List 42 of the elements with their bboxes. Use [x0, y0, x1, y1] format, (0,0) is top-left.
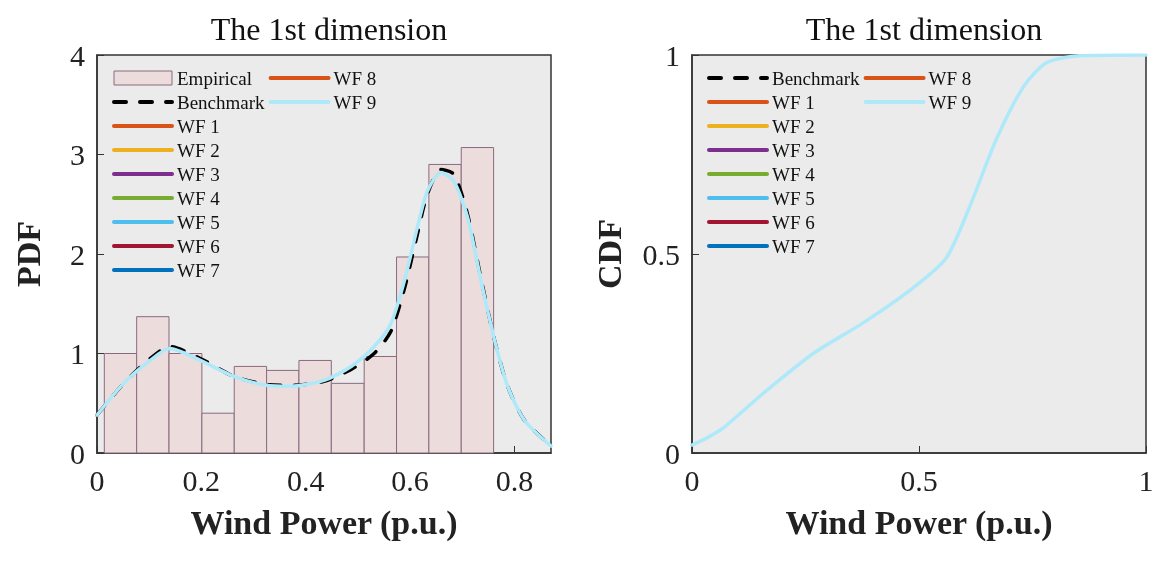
- legend-label: WF 7: [177, 259, 220, 281]
- x-tick-label: 1: [1138, 463, 1154, 497]
- x-axis-title: Wind Power (p.u.): [785, 503, 1053, 542]
- x-tick-label: 0.5: [900, 463, 938, 497]
- y-tick-label: 0.5: [642, 237, 680, 271]
- y-axis-title: PDF: [9, 220, 47, 288]
- legend-label: Empirical: [177, 67, 252, 89]
- legend-label: WF 4: [177, 187, 221, 209]
- x-tick-label: 0.4: [286, 463, 325, 497]
- x-tick-label: 0.8: [495, 463, 534, 497]
- legend-label: WF 6: [177, 235, 220, 257]
- legend-label: WF 8: [928, 67, 972, 89]
- legend-label: WF 4: [772, 163, 816, 185]
- y-axis-title: CDF: [590, 219, 628, 289]
- legend-label: WF 6: [772, 211, 815, 233]
- x-tick-label: 0.2: [182, 463, 221, 497]
- legend-label: WF 9: [333, 91, 377, 113]
- legend-label: WF 1: [177, 115, 220, 137]
- legend-label: WF 5: [177, 211, 220, 233]
- line-series: [690, 53, 1148, 447]
- y-tick-label: 0: [70, 436, 85, 470]
- y-tick-label: 0: [665, 436, 680, 470]
- legend-label: WF 9: [928, 91, 972, 113]
- legend-label: Benchmark: [177, 91, 266, 113]
- legend-label: WF 1: [772, 91, 815, 113]
- legend-label: WF 7: [772, 235, 815, 257]
- x-tick-label: 0.6: [391, 463, 429, 497]
- x-axis-title: Wind Power (p.u.): [190, 503, 458, 542]
- legend-label: WF 3: [772, 139, 815, 161]
- legend-label: WF 3: [177, 163, 220, 185]
- legend-label: Benchmark: [772, 67, 861, 89]
- chart-title: The 1st dimension: [805, 11, 1043, 47]
- y-tick-label: 4: [70, 38, 85, 72]
- legend-label: WF 5: [772, 187, 815, 209]
- legend-label: WF 8: [333, 67, 377, 89]
- legend-label: WF 2: [177, 139, 220, 161]
- y-tick-label: 2: [70, 237, 85, 271]
- y-tick-label: 3: [70, 138, 85, 171]
- y-tick-label: 1: [70, 337, 85, 370]
- legend-label: WF 2: [772, 115, 815, 137]
- y-tick-label: 1: [665, 38, 680, 72]
- chart-title: The 1st dimension: [210, 11, 448, 47]
